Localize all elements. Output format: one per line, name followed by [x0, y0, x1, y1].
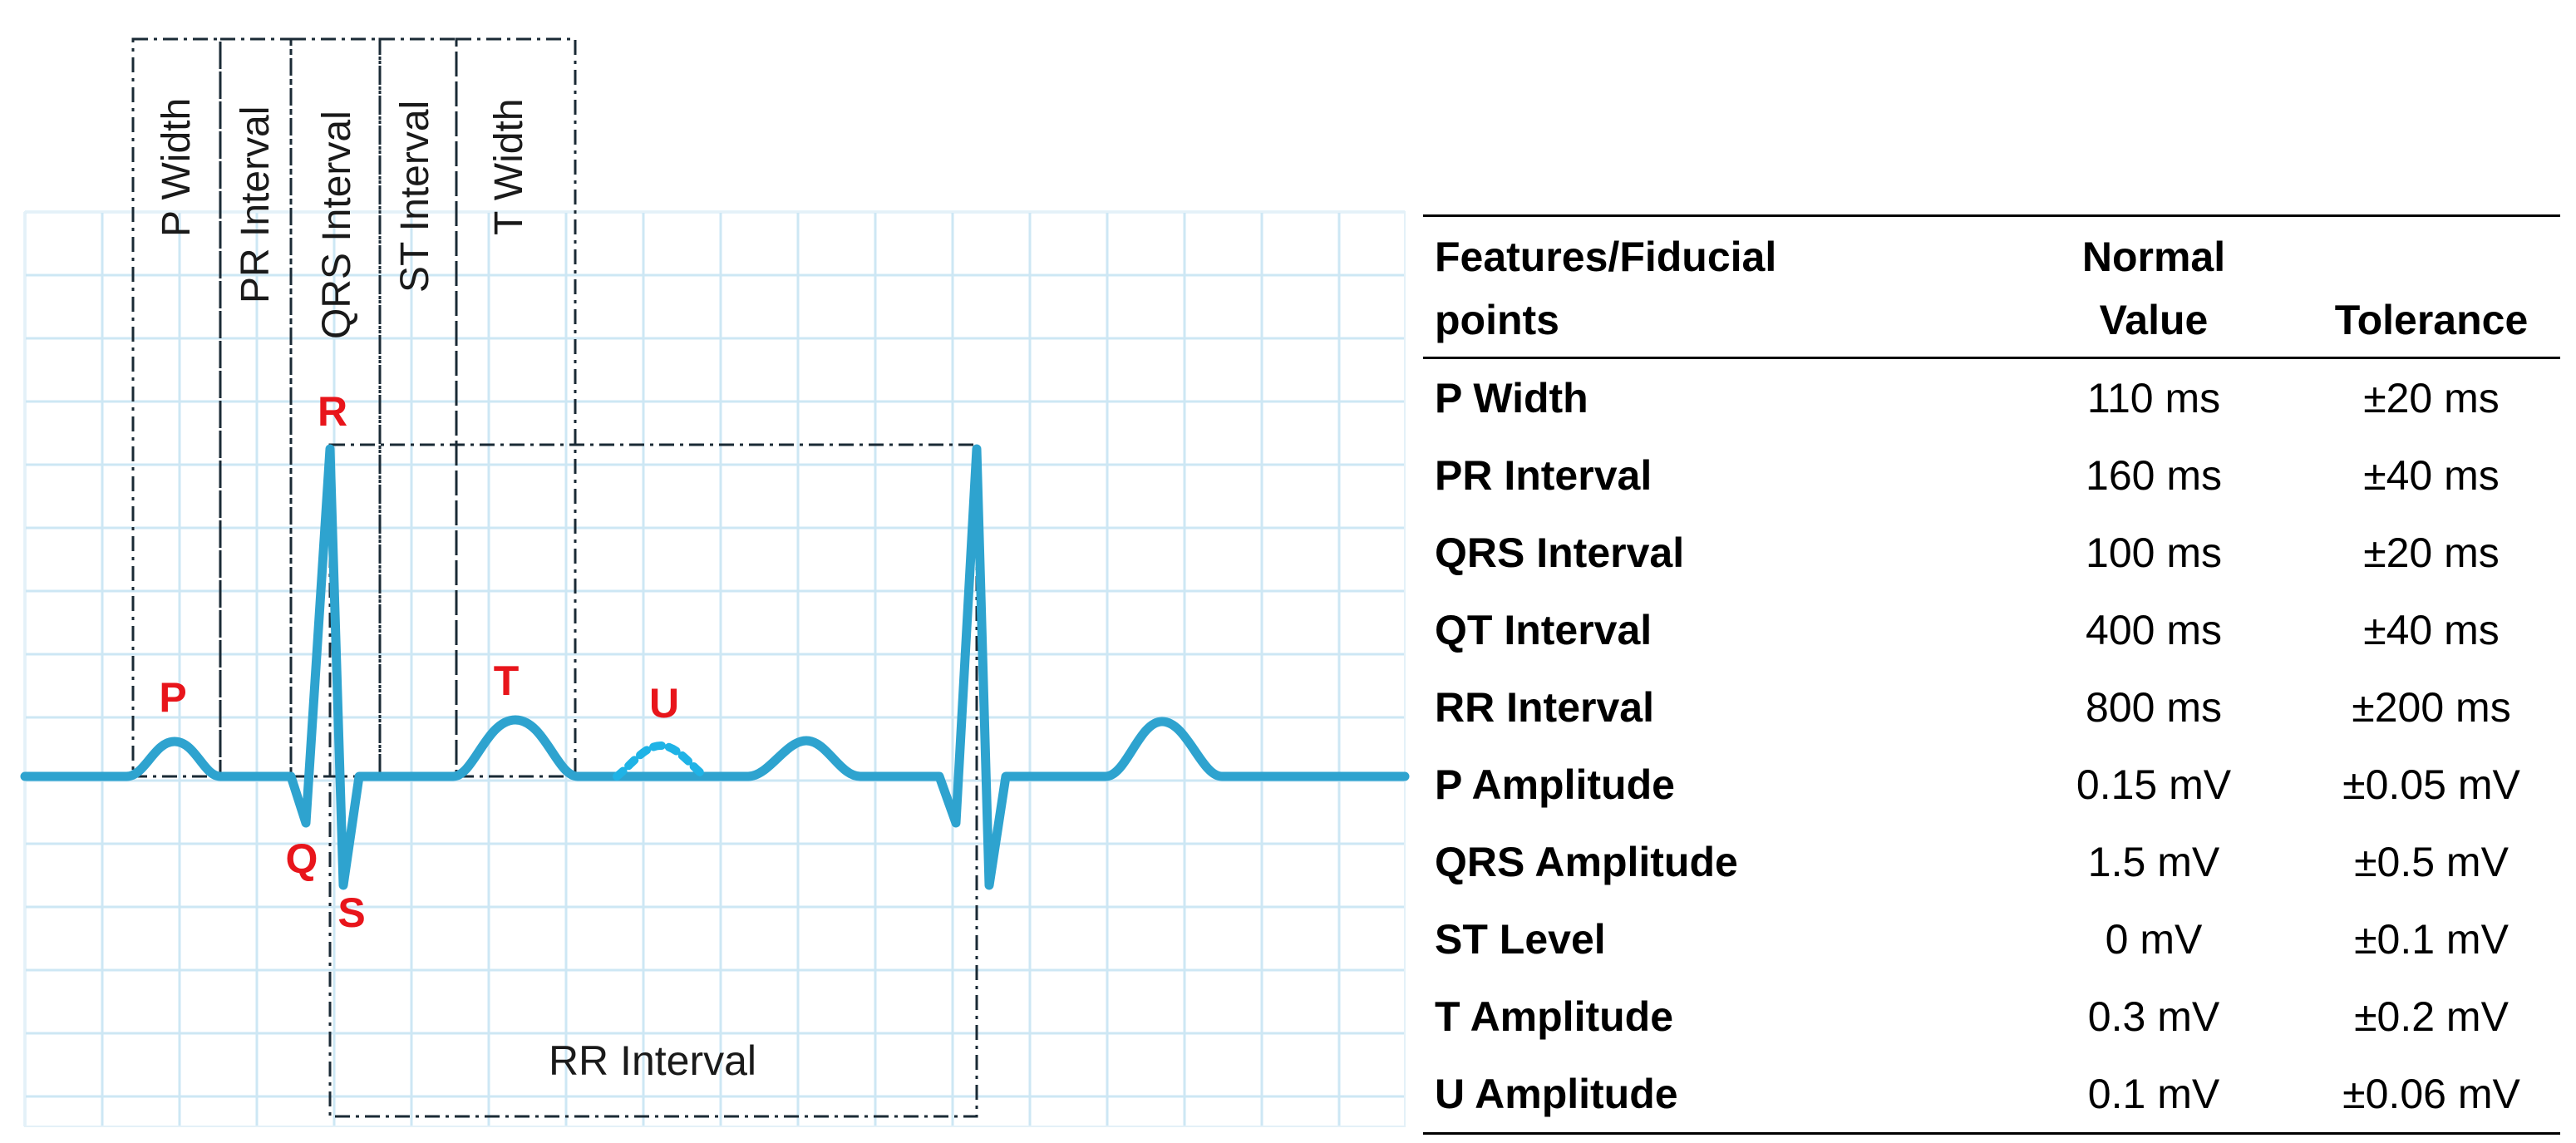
normal-value-cell: 800 ms [2086, 683, 2222, 731]
q-wave-label: Q [286, 835, 318, 882]
table-row: QRS Interval 100 ms ±20 ms [1423, 514, 2560, 591]
t-width-box [455, 37, 577, 778]
interval-box-labels: P Width PR Interval QRS Interval ST Inte… [155, 98, 531, 339]
normal-value-cell: 160 ms [2086, 451, 2222, 499]
tolerance-cell: ±40 ms [2363, 606, 2500, 653]
tolerance-cell: ±200 ms [2352, 683, 2511, 731]
table-row: P Amplitude 0.15 mV ±0.05 mV [1423, 746, 2560, 823]
r-wave-label: R [318, 388, 347, 435]
u-wave [613, 741, 709, 781]
header-tolerance: Tolerance [2334, 297, 2529, 343]
table-body: P Width 110 ms ±20 ms PR Interval 160 ms ±40 … [1423, 358, 2560, 1134]
tolerance-cell: ±0.1 mV [2354, 915, 2509, 963]
tolerance-cell: ±0.06 mV [2342, 1070, 2520, 1117]
wave-labels: P Q R S T U [159, 388, 679, 936]
feature-table: Features/Fiducial points Normal Value To… [1423, 214, 2560, 1135]
table-header-row: Features/Fiducial points Normal Value To… [1423, 215, 2560, 358]
table-row: ST Level 0 mV ±0.1 mV [1423, 900, 2560, 978]
feature-cell: RR Interval [1435, 683, 1654, 731]
table-row: P Width 110 ms ±20 ms [1423, 358, 2560, 437]
t-width-label: T Width [487, 99, 531, 235]
feature-cell: QRS Interval [1435, 529, 1685, 576]
normal-value-cell: 0 mV [2105, 915, 2203, 963]
table-row: PR Interval 160 ms ±40 ms [1423, 436, 2560, 514]
table-row: QT Interval 400 ms ±40 ms [1423, 591, 2560, 668]
table-header: Features/Fiducial points Normal Value To… [1423, 215, 2560, 358]
feature-cell: PR Interval [1435, 451, 1652, 499]
p-wave-label: P [159, 674, 186, 721]
normal-value-cell: 100 ms [2086, 529, 2222, 576]
table-row: QRS Amplitude 1.5 mV ±0.5 mV [1423, 823, 2560, 900]
header-feature: Features/Fiducial points [1423, 216, 2005, 358]
feature-cell: QT Interval [1435, 606, 1652, 653]
normal-value-cell: 0.15 mV [2076, 761, 2232, 808]
u-wave-label: U [649, 680, 679, 727]
s-wave-label: S [337, 889, 365, 936]
ecg-diagram: P Width PR Interval QRS Interval ST Inte… [20, 37, 1410, 1127]
ecg-grid [23, 210, 1405, 1126]
feature-cell: P Amplitude [1435, 761, 1675, 808]
rr-interval-box [328, 443, 978, 1118]
tolerance-cell: ±20 ms [2363, 374, 2500, 421]
feature-cell: U Amplitude [1435, 1070, 1678, 1117]
pr-interval-label: PR Interval [234, 106, 278, 303]
tolerance-cell: ±20 ms [2363, 529, 2500, 576]
grid-border [24, 211, 1406, 1127]
header-normal-line-2: Value [2099, 297, 2209, 343]
table-row: RR Interval 800 ms ±200 ms [1423, 668, 2560, 746]
rr-interval-label: RR Interval [549, 1037, 756, 1084]
tolerance-cell: ±0.2 mV [2354, 993, 2509, 1040]
header-normal-value: Normal Value [2005, 216, 2296, 358]
p-width-label: P Width [155, 98, 199, 237]
p-width-box [131, 37, 222, 778]
table-row: U Amplitude 0.1 mV ±0.06 mV [1423, 1055, 2560, 1134]
normal-value-cell: 0.3 mV [2087, 993, 2220, 1040]
feature-cell: ST Level [1435, 915, 1606, 963]
tolerance-cell: ±0.05 mV [2342, 761, 2520, 808]
header-feature-line-2: points [1435, 297, 1559, 343]
header-normal-line-1: Normal [2081, 234, 2226, 280]
normal-value-cell: 0.1 mV [2087, 1070, 2220, 1117]
ecg-trace [20, 444, 1410, 890]
feature-cell: P Width [1435, 374, 1588, 421]
feature-cell: QRS Amplitude [1435, 838, 1738, 885]
tolerance-cell: ±40 ms [2363, 451, 2500, 499]
header-feature-line-1: Features/Fiducial [1435, 234, 1777, 280]
st-interval-label: ST Interval [393, 101, 437, 293]
t-wave-label: T [494, 658, 520, 704]
table-row: T Amplitude 0.3 mV ±0.2 mV [1423, 978, 2560, 1055]
normal-value-cell: 1.5 mV [2087, 838, 2220, 885]
tolerance-cell: ±0.5 mV [2354, 838, 2509, 885]
normal-value-cell: 400 ms [2086, 606, 2222, 653]
normal-value-cell: 110 ms [2086, 374, 2221, 421]
feature-cell: T Amplitude [1435, 993, 1674, 1040]
qrs-interval-label: QRS Interval [315, 111, 359, 339]
